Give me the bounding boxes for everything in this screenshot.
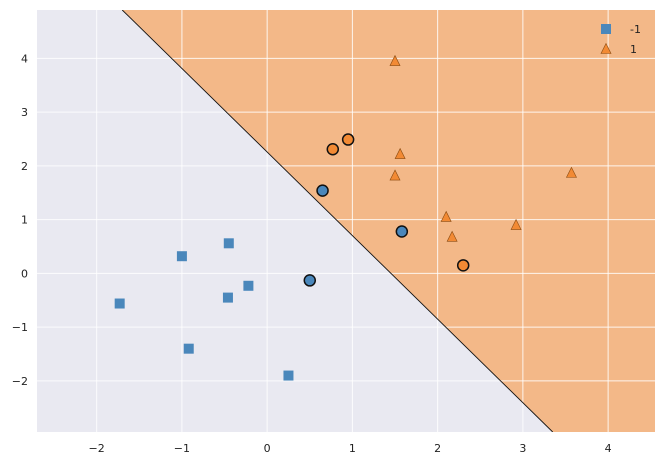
legend: -1 1 xyxy=(600,23,641,56)
decision-boundary-line xyxy=(121,10,554,432)
data-point-class-neg1 xyxy=(183,343,194,354)
y-tick-label: 2 xyxy=(21,160,28,173)
legend-marker-triangle xyxy=(600,42,612,54)
x-axis-ticks: −2 −1 0 1 2 3 4 xyxy=(89,442,612,455)
data-point-class-1 xyxy=(389,169,401,181)
data-point-class-1 xyxy=(440,210,452,222)
support-vector-point xyxy=(303,274,317,287)
data-point-class-1 xyxy=(510,218,522,230)
x-tick-label: 3 xyxy=(519,442,526,455)
support-vector-point xyxy=(326,142,340,156)
x-tick-label: 2 xyxy=(434,442,441,455)
data-point-class-neg1 xyxy=(114,298,125,309)
y-tick-label: 3 xyxy=(21,106,28,119)
legend-label: 1 xyxy=(630,43,637,56)
legend-marker-square xyxy=(601,24,611,34)
x-tick-label: −2 xyxy=(89,442,105,455)
data-point-class-neg1 xyxy=(283,370,294,381)
plot-area xyxy=(37,10,655,432)
x-tick-label: 4 xyxy=(605,442,612,455)
y-axis-ticks: −2 −1 0 1 2 3 4 xyxy=(12,52,28,388)
x-tick-label: −1 xyxy=(174,442,190,455)
data-point-class-neg1 xyxy=(222,292,233,303)
support-vectors xyxy=(303,133,470,287)
support-vector-point xyxy=(395,225,409,238)
legend-label: -1 xyxy=(630,23,641,36)
data-points xyxy=(114,54,577,381)
y-tick-label: 0 xyxy=(21,267,28,280)
data-point-class-1 xyxy=(394,147,406,159)
data-point-class-neg1 xyxy=(176,251,187,262)
y-tick-label: 4 xyxy=(21,52,28,65)
grid xyxy=(37,10,655,432)
support-vector-point xyxy=(456,259,470,272)
data-point-class-1 xyxy=(565,166,577,178)
x-tick-label: 0 xyxy=(264,442,271,455)
data-point-class-neg1 xyxy=(243,280,254,291)
support-vector-point xyxy=(316,184,329,197)
support-vector-point xyxy=(341,133,355,146)
data-point-class-1 xyxy=(389,54,401,66)
x-tick-label: 1 xyxy=(349,442,356,455)
data-point-class-neg1 xyxy=(223,238,234,249)
y-tick-label: −2 xyxy=(12,375,28,388)
region-class-1 xyxy=(122,10,655,432)
y-tick-label: −1 xyxy=(12,321,28,334)
data-point-class-1 xyxy=(446,230,458,242)
y-tick-label: 1 xyxy=(21,214,28,227)
